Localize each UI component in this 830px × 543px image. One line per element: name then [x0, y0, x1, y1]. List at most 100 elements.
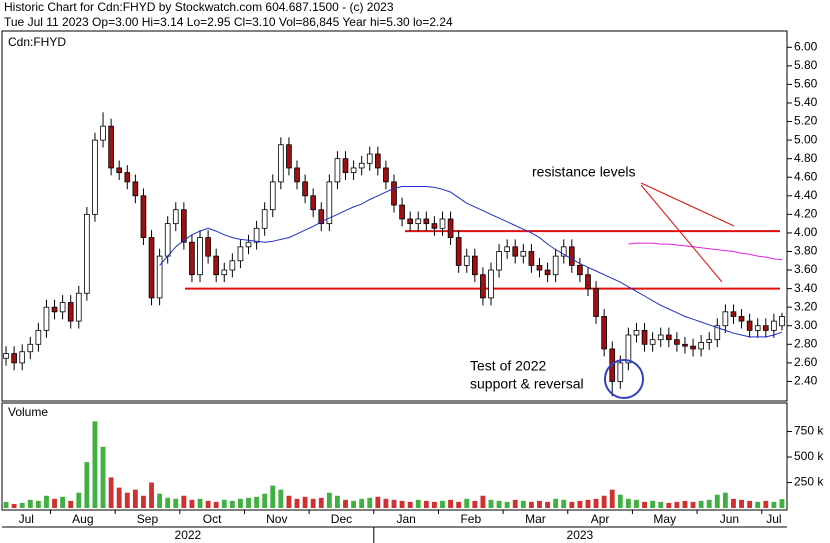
volume-bar: [601, 495, 607, 508]
volume-bar: [205, 500, 211, 508]
candle-body: [237, 246, 244, 262]
candle-body: [205, 237, 211, 257]
volume-bar: [496, 500, 502, 508]
volume-bar: [617, 494, 623, 508]
year-label: 2023: [567, 528, 594, 542]
volume-bar: [141, 495, 146, 508]
moving-average: [159, 186, 783, 338]
candle-body: [617, 362, 624, 382]
volume-bar: [254, 496, 260, 508]
arrow: [640, 184, 723, 283]
x-tick-label: Dec: [331, 512, 352, 526]
candle-body: [181, 209, 187, 243]
candle-body: [447, 218, 454, 238]
volume-bar: [537, 500, 542, 508]
volume-bar: [367, 497, 373, 508]
volume-bar: [763, 500, 769, 508]
y-tick-label: 3.00: [794, 318, 818, 332]
candle-body: [278, 144, 284, 183]
volume-bar: [650, 500, 656, 508]
volume-bar: [407, 501, 413, 508]
candle-body: [140, 195, 147, 238]
volume-bar: [189, 499, 195, 508]
volume-bar: [221, 499, 227, 508]
volume-bar: [165, 497, 171, 508]
y-tick-label: 250 k: [794, 475, 824, 489]
volume-bar: [391, 499, 397, 508]
volume-bar: [553, 498, 559, 508]
volume-bar: [3, 501, 9, 508]
candle-body: [771, 320, 777, 331]
volume-bar: [682, 500, 688, 508]
price-frame: [1, 30, 788, 402]
y-tick-label: 4.80: [794, 151, 818, 165]
arrow: [640, 182, 735, 227]
volume-bar: [512, 499, 518, 508]
volume-bar: [658, 501, 664, 508]
candle-body: [286, 144, 292, 169]
volume-bar: [690, 501, 696, 508]
volume-bar: [52, 498, 57, 508]
candle-body: [108, 125, 114, 169]
y-tick-label: 2.80: [794, 336, 818, 350]
volume-bar: [464, 498, 470, 508]
volume-bar: [149, 482, 154, 508]
volume-bar: [747, 500, 753, 508]
candle-body: [463, 255, 470, 266]
candle-body: [148, 237, 155, 299]
candle-body: [366, 153, 373, 164]
candle-body: [342, 158, 349, 173]
volume-bar: [593, 498, 599, 508]
candle-body: [665, 334, 672, 341]
volume-bar: [76, 492, 82, 508]
candle-body: [585, 274, 591, 290]
candle-body: [213, 255, 220, 276]
volume-frame: [1, 402, 788, 511]
candle-body: [59, 302, 66, 313]
volume-bar: [545, 501, 550, 508]
volume-label: Volume: [8, 405, 48, 419]
volume-bar: [504, 501, 510, 508]
volume-bar: [480, 495, 486, 508]
symbol-label: Cdn:FHYD: [8, 35, 66, 49]
volume-bar: [286, 495, 292, 508]
candle-body: [19, 351, 26, 364]
candle-body: [577, 265, 583, 276]
x-tick-label: May: [653, 512, 676, 526]
candle-body: [544, 269, 551, 276]
y-tick-label: 3.60: [794, 262, 818, 276]
annotation: Test of 2022: [470, 358, 546, 374]
volume-bar: [60, 496, 66, 508]
candle-body: [690, 345, 696, 350]
volume-bar: [440, 500, 445, 508]
candle-body: [779, 316, 785, 327]
candle-body: [84, 213, 90, 294]
candle-body: [601, 316, 607, 350]
volume-bar: [262, 493, 268, 508]
candle-body: [334, 158, 341, 183]
volume-bar: [431, 501, 437, 508]
candle-body: [568, 246, 575, 266]
volume-bar: [383, 498, 389, 508]
x-tick-label: Oct: [203, 512, 222, 526]
volume-bar: [238, 498, 243, 508]
volume-bar: [375, 496, 381, 508]
candle-body: [358, 162, 365, 169]
candle-body: [326, 181, 333, 225]
volume-bar: [44, 495, 49, 508]
candle-body: [520, 251, 527, 257]
candle-body: [722, 311, 729, 327]
candle-body: [625, 334, 632, 364]
volume-bar: [27, 499, 33, 508]
volume-bar: [246, 497, 251, 508]
y-tick-label: 5.40: [794, 95, 818, 109]
candle-body: [455, 237, 462, 266]
y-tick-label: 3.40: [794, 281, 818, 295]
volume-bar: [423, 500, 429, 508]
candle-body: [318, 209, 325, 225]
y-tick-label: 4.40: [794, 188, 818, 202]
x-tick-label: Apr: [591, 512, 610, 526]
candle-body: [480, 274, 486, 299]
volume-bar: [706, 499, 712, 508]
